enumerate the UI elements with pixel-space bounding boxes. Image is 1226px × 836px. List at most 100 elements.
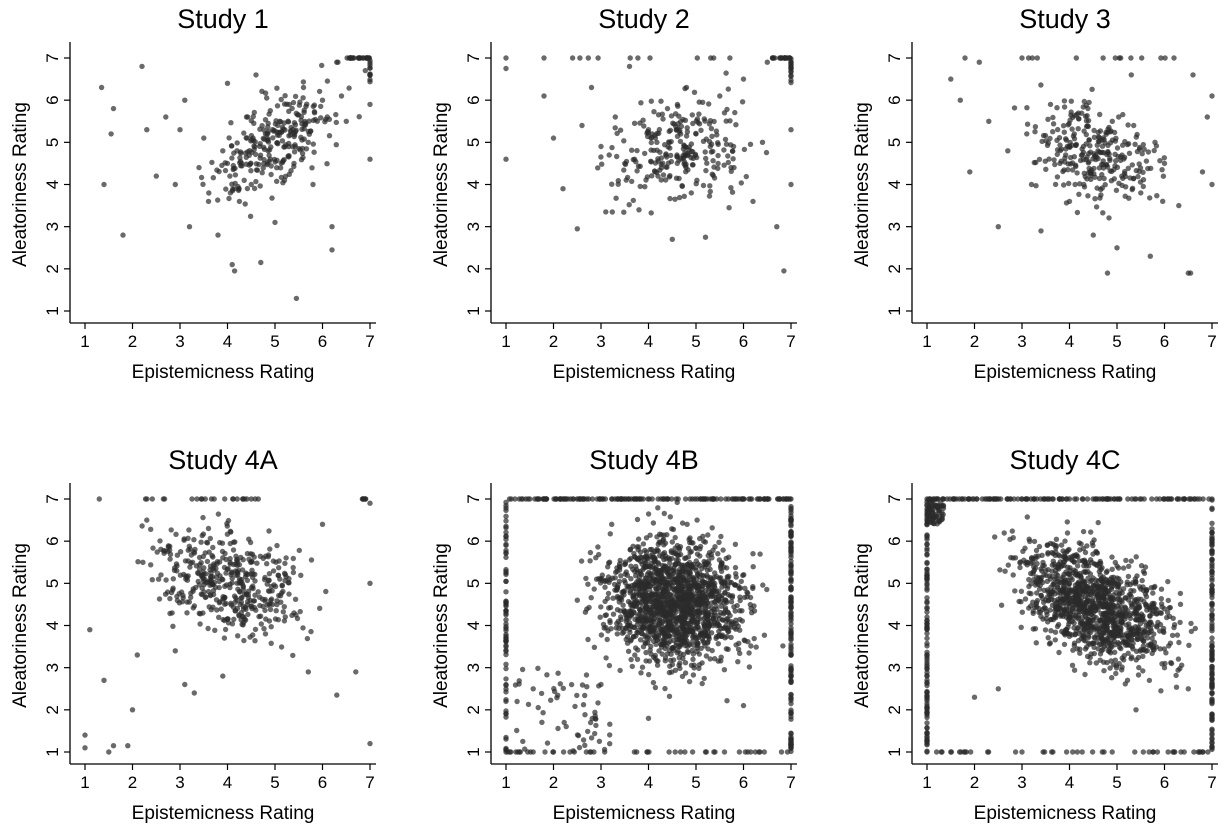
data-point bbox=[1050, 129, 1056, 135]
data-point bbox=[538, 690, 545, 697]
data-point bbox=[667, 195, 673, 202]
data-point bbox=[680, 116, 686, 123]
data-point bbox=[593, 576, 600, 582]
x-axis-label: Epistemicness Rating bbox=[974, 803, 1157, 824]
data-point bbox=[277, 165, 284, 171]
data-point bbox=[250, 113, 256, 120]
data-point bbox=[607, 619, 613, 626]
data-point bbox=[244, 496, 250, 502]
data-point bbox=[218, 606, 224, 612]
data-point bbox=[694, 582, 700, 589]
y-tick-label: 6 bbox=[885, 95, 904, 104]
data-point bbox=[234, 557, 240, 563]
data-point bbox=[1047, 640, 1054, 646]
data-point bbox=[948, 76, 954, 82]
data-point bbox=[1104, 604, 1110, 610]
data-point bbox=[638, 570, 644, 577]
data-point bbox=[1065, 564, 1071, 570]
data-point bbox=[1148, 628, 1154, 634]
data-point bbox=[1108, 639, 1114, 645]
data-point bbox=[1187, 270, 1194, 276]
data-point bbox=[676, 614, 682, 621]
data-point bbox=[654, 147, 660, 153]
data-point bbox=[1122, 193, 1128, 199]
y-tick-label: 2 bbox=[464, 264, 483, 273]
data-point bbox=[1140, 647, 1146, 653]
data-point bbox=[664, 154, 670, 160]
data-point bbox=[696, 665, 702, 672]
data-point bbox=[1090, 617, 1096, 624]
data-point bbox=[656, 130, 662, 136]
data-point bbox=[1153, 611, 1160, 617]
data-point bbox=[689, 749, 696, 755]
data-point bbox=[1116, 660, 1122, 667]
data-point bbox=[201, 565, 207, 571]
data-point bbox=[210, 604, 216, 610]
data-point bbox=[1169, 632, 1176, 639]
data-point bbox=[1092, 607, 1099, 614]
data-point bbox=[197, 611, 203, 617]
y-tick-label: 6 bbox=[885, 536, 904, 545]
x-tick-label: 3 bbox=[596, 332, 605, 351]
data-point bbox=[1105, 142, 1111, 149]
data-point bbox=[630, 595, 637, 602]
data-point bbox=[1088, 611, 1094, 617]
data-point bbox=[1005, 148, 1011, 154]
data-point bbox=[685, 629, 691, 635]
data-point bbox=[603, 209, 609, 215]
data-point bbox=[601, 746, 608, 753]
data-point bbox=[548, 697, 554, 703]
data-point bbox=[665, 640, 672, 646]
data-point bbox=[1135, 672, 1142, 678]
data-point bbox=[648, 98, 654, 104]
data-point bbox=[661, 550, 668, 556]
data-point bbox=[702, 118, 708, 124]
data-point bbox=[574, 226, 580, 232]
data-point bbox=[740, 572, 746, 579]
data-point bbox=[678, 598, 685, 604]
data-point bbox=[260, 165, 266, 171]
x-tick-label: 5 bbox=[691, 773, 700, 792]
data-point bbox=[539, 719, 545, 725]
data-point bbox=[235, 567, 242, 574]
data-point bbox=[598, 604, 604, 610]
data-point bbox=[550, 135, 557, 141]
data-point bbox=[329, 224, 335, 230]
data-point bbox=[1133, 616, 1139, 623]
data-point bbox=[1033, 547, 1040, 554]
data-point bbox=[1159, 661, 1165, 667]
data-point bbox=[1160, 173, 1167, 179]
data-point bbox=[682, 85, 688, 92]
data-point bbox=[1019, 55, 1025, 61]
data-point bbox=[579, 122, 585, 129]
data-point bbox=[161, 496, 168, 502]
data-point bbox=[1104, 659, 1110, 666]
data-point bbox=[292, 128, 299, 135]
data-point bbox=[503, 598, 509, 604]
data-point bbox=[1104, 270, 1111, 276]
x-axis-label: Epistemicness Rating bbox=[553, 803, 736, 824]
y-tick-label: 3 bbox=[43, 663, 62, 672]
y-tick-label: 1 bbox=[43, 306, 62, 315]
data-point bbox=[542, 749, 548, 755]
data-point bbox=[788, 73, 794, 80]
data-point bbox=[177, 549, 184, 555]
data-point bbox=[305, 669, 311, 675]
data-point bbox=[172, 181, 178, 188]
data-point bbox=[247, 161, 254, 167]
data-point bbox=[1209, 181, 1215, 188]
data-point bbox=[715, 141, 721, 148]
data-point bbox=[232, 172, 239, 178]
data-point bbox=[264, 95, 270, 101]
data-point bbox=[174, 552, 181, 558]
data-point bbox=[646, 671, 652, 678]
data-point bbox=[197, 621, 203, 627]
data-point bbox=[604, 595, 611, 601]
data-point bbox=[1065, 122, 1071, 128]
data-point bbox=[695, 119, 701, 126]
data-point bbox=[666, 620, 672, 627]
panel-title: Study 3 bbox=[1019, 4, 1111, 34]
data-point bbox=[1069, 662, 1076, 668]
data-point bbox=[1121, 653, 1127, 659]
